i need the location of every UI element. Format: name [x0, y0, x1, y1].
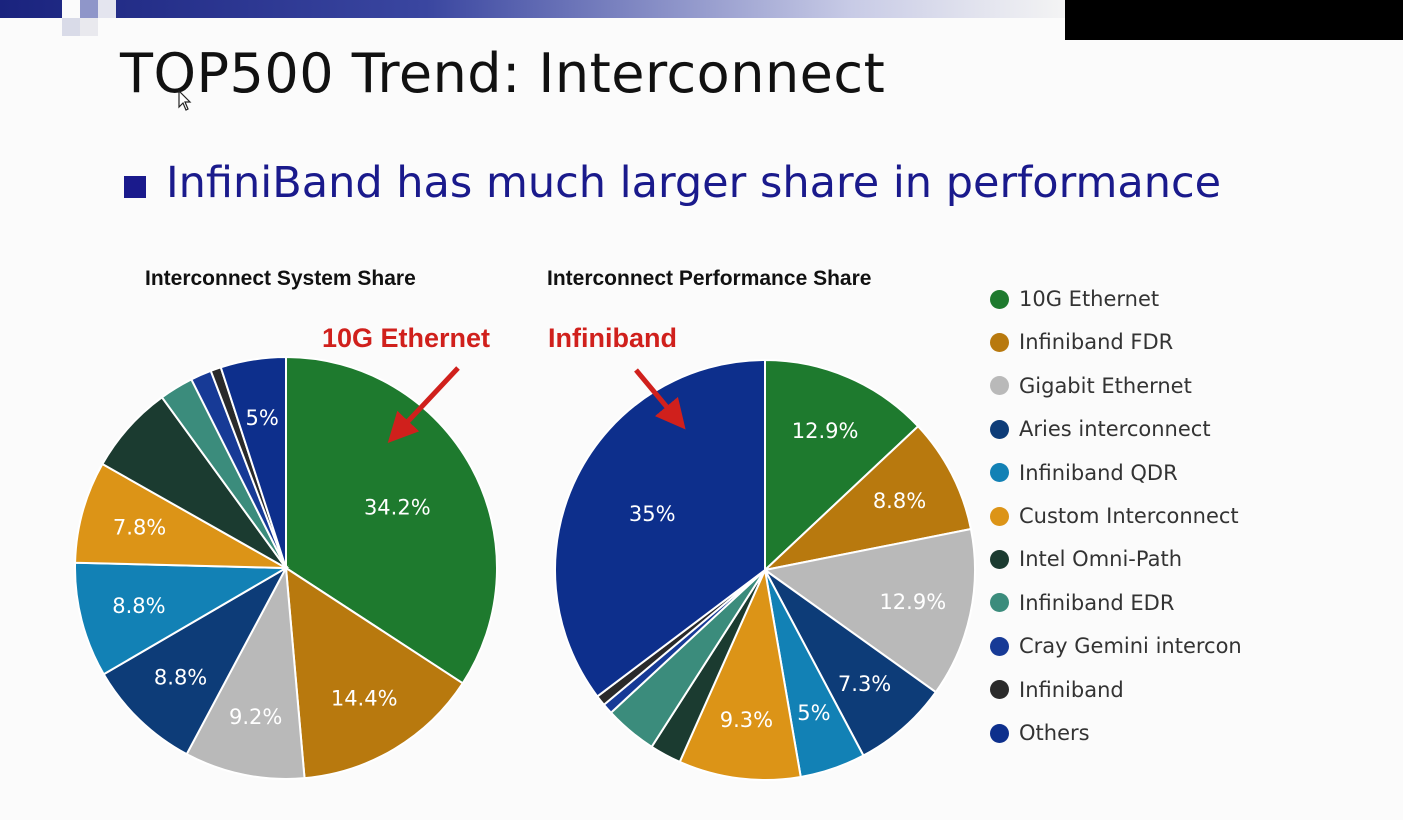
performance-share-title: Interconnect Performance Share: [547, 267, 872, 290]
performance-slice-10g-ethernet: [764, 358, 920, 573]
system-slice-aries-interconnect: [102, 565, 289, 756]
system-label-infiniband-fdr: 14.4%: [331, 686, 398, 710]
legend-swatch-icon: [990, 593, 1009, 613]
system-slice-custom-interconnect: [74, 462, 287, 569]
mouse-cursor-icon: [178, 89, 192, 116]
legend-swatch-icon: [990, 636, 1009, 656]
system-slice-infiniband-fdr: [284, 566, 465, 780]
legend-item-aries-interconnect: Aries interconnect: [990, 414, 1240, 444]
slide-header-bar: [0, 0, 1065, 18]
legend-swatch-icon: [990, 376, 1009, 396]
performance-slice-aries-interconnect: [764, 569, 938, 757]
performance-label-10g-ethernet: 12.9%: [792, 419, 859, 443]
performance-label-others: 35%: [629, 502, 676, 526]
annotation-arrow-right: [634, 368, 686, 430]
legend-label: Infiniband: [1019, 677, 1124, 702]
annotation-infiniband: Infiniband: [548, 323, 677, 353]
legend-item-cray-gemini-interconnect: Cray Gemini interconnec: [990, 631, 1240, 661]
screen-overlay: [1065, 0, 1403, 40]
performance-label-gigabit-ethernet: 12.9%: [879, 590, 946, 614]
system-slice-infiniband-qdr: [74, 561, 290, 676]
legend-swatch-icon: [990, 506, 1009, 526]
system-label-gigabit-ethernet: 9.2%: [229, 705, 282, 729]
legend-label: Infiniband EDR: [1019, 590, 1175, 615]
bullet-text: InfiniBand has much larger share in perf…: [166, 158, 1222, 208]
legend-swatch-icon: [990, 723, 1009, 743]
legend-label: Aries interconnect: [1019, 417, 1211, 442]
legend-label: Intel Omni-Path: [1019, 547, 1183, 572]
performance-slice-infiniband-fdr: [761, 424, 973, 572]
legend-label: Infiniband QDR: [1019, 460, 1178, 485]
performance-slice-others: [554, 358, 766, 698]
performance-share-pie: 12.9% 8.8% 12.9% 7.3% 5% 9.3% 35%: [554, 358, 976, 781]
legend-item-intel-omni-path: Intel Omni-Path: [990, 544, 1240, 574]
page-title: TOP500 Trend: Interconnect: [120, 42, 886, 105]
legend-label: Others: [1019, 721, 1090, 745]
performance-label-aries-interconnect: 7.3%: [838, 672, 891, 696]
performance-label-infiniband-qdr: 5%: [797, 701, 830, 725]
legend-item-infiniband: Infiniband: [990, 675, 1240, 705]
system-label-infiniband-qdr: 8.8%: [112, 594, 165, 618]
system-slice-gigabit-ethernet: [185, 564, 306, 780]
system-label-others: 5%: [246, 406, 279, 430]
bullet-square-icon: [124, 176, 146, 198]
legend-swatch-icon: [990, 419, 1009, 439]
system-share-pie: 34.2% 14.4% 9.2% 8.8% 8.8% 7.8% 5%: [74, 355, 498, 780]
legend-label: Custom Interconnect: [1019, 504, 1239, 528]
performance-slice-custom-interconnect: [678, 566, 802, 781]
legend-item-others: Others: [990, 718, 1240, 748]
legend-item-infiniband-fdr: Infiniband FDR: [990, 327, 1240, 357]
legend-item-infiniband-edr: Infiniband EDR: [990, 588, 1240, 618]
legend-swatch-icon: [990, 549, 1009, 569]
performance-label-custom-interconnect: 9.3%: [720, 708, 773, 732]
legend-label: Gigabit Ethernet: [1019, 373, 1192, 398]
legend-item-10g-ethernet: 10G Ethernet: [990, 284, 1240, 314]
legend-item-custom-interconnect: Custom Interconnect: [990, 501, 1240, 531]
system-label-custom-interconnect: 7.8%: [113, 516, 166, 540]
system-label-10g-ethernet: 34.2%: [364, 496, 431, 520]
system-share-title: Interconnect System Share: [145, 267, 416, 290]
legend-swatch-icon: [990, 680, 1009, 700]
performance-slice-gigabit-ethernet: [762, 527, 976, 694]
legend-swatch-icon: [990, 332, 1009, 352]
system-slice-others: [219, 355, 287, 569]
annotation-10g-ethernet: 10G Ethernet: [322, 323, 491, 353]
system-label-aries-interconnect: 8.8%: [154, 665, 207, 689]
performance-label-infiniband-fdr: 8.8%: [873, 489, 926, 513]
legend-swatch-icon: [990, 463, 1009, 483]
legend-item-infiniband-qdr: Infiniband QDR: [990, 458, 1240, 488]
annotation-arrow-left: [387, 366, 460, 443]
legend-swatch-icon: [990, 289, 1009, 309]
legend-label: Cray Gemini interconnec: [1019, 634, 1240, 659]
legend-label: 10G Ethernet: [1019, 287, 1160, 311]
legend-item-gigabit-ethernet: Gigabit Ethernet: [990, 371, 1240, 401]
legend-label: Infiniband FDR: [1019, 330, 1174, 355]
